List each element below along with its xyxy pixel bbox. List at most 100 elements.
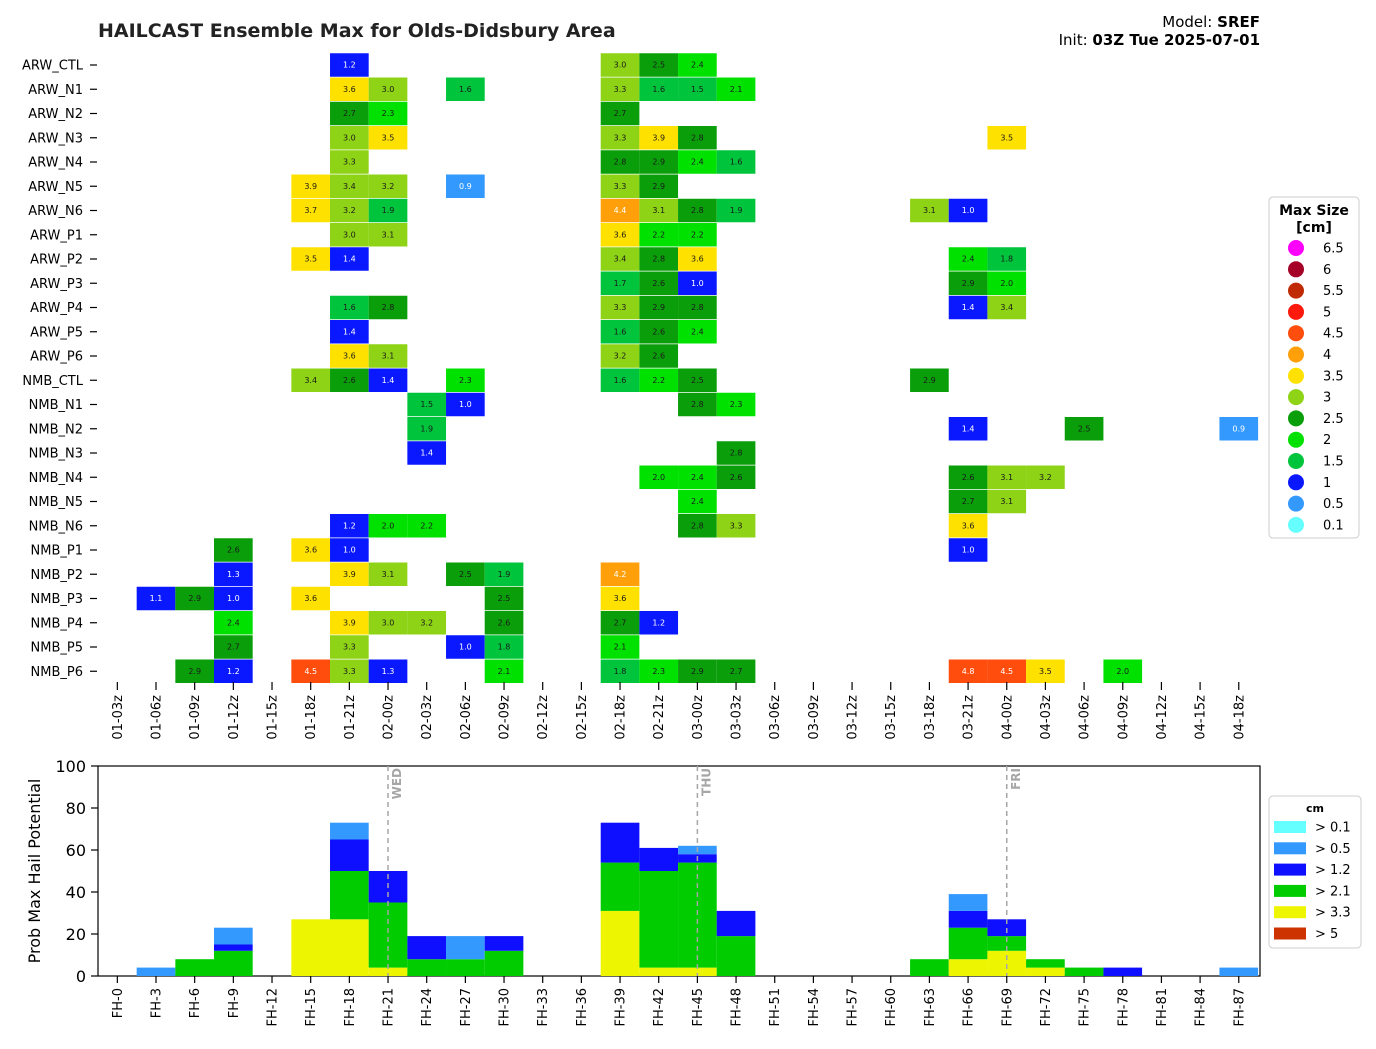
member-label: NMB_N3 (29, 447, 83, 462)
prob-bar-segment (716, 936, 756, 976)
prob-y-tick-label: 20 (66, 925, 86, 944)
heatmap-cell (330, 101, 369, 126)
heatmap-cell (600, 247, 640, 271)
member-label: NMB_P1 (31, 544, 83, 559)
prob-y-axis-label: Prob Max Hail Potential (25, 779, 44, 964)
heatmap-cell (987, 465, 1027, 489)
heatmap-value-label: 1.0 (962, 206, 975, 215)
heatmap-cell (600, 586, 640, 611)
heatmap-value-label: 2.6 (652, 279, 665, 288)
heatmap-cell (639, 465, 679, 489)
prob-bar-segment (330, 871, 369, 920)
heatmap-cell (639, 150, 679, 174)
heatmap-legend-label: 3 (1323, 391, 1331, 406)
heatmap-value-label: 2.2 (652, 230, 665, 239)
heatmap-cell (368, 223, 408, 247)
prob-bar-segment (1103, 967, 1143, 976)
heatmap-value-label: 3.4 (304, 376, 317, 385)
time-label: 02-06z (459, 695, 474, 740)
member-label: ARW_P4 (30, 301, 83, 316)
heatmap-cell (948, 489, 988, 514)
heatmap-cell (948, 247, 988, 271)
day-marker-label: THU (699, 768, 713, 796)
heatmap-cell (948, 198, 988, 223)
time-label: 01-12z (227, 695, 242, 740)
heatmap-value-label: 2.5 (652, 61, 665, 70)
heatmap-value-label: 1.9 (420, 424, 433, 433)
heatmap-cell (484, 586, 524, 611)
heatmap-cell (446, 368, 485, 392)
heatmap-legend-marker (1288, 367, 1304, 384)
heatmap-value-label: 3.6 (304, 594, 317, 603)
heatmap-cell (910, 198, 949, 223)
heatmap-cell (600, 635, 640, 659)
prob-bar-segment (639, 847, 679, 871)
prob-x-tick-label: FH-0 (111, 988, 126, 1018)
prob-bar-segment (716, 910, 756, 937)
prob-x-tick-label: FH-48 (730, 988, 745, 1027)
heatmap-cell (600, 198, 640, 223)
prob-x-tick-label: FH-12 (266, 988, 281, 1027)
prob-bar-segment (446, 959, 485, 976)
heatmap-cell (600, 295, 640, 320)
heatmap-value-label: 1.4 (343, 255, 356, 264)
heatmap-value-label: 2.8 (614, 158, 627, 167)
prob-bar-segment (639, 967, 679, 976)
heatmap-value-label: 3.1 (382, 352, 395, 361)
heatmap-value-label: 1.6 (730, 158, 743, 167)
heatmap-value-label: 3.9 (343, 618, 356, 627)
heatmap-cell (368, 101, 408, 126)
heatmap-value-label: 2.8 (652, 255, 665, 264)
heatmap-cell (368, 198, 408, 223)
heatmap-value-label: 2.5 (459, 570, 472, 579)
heatmap-legend-label: 4.5 (1323, 327, 1344, 342)
prob-bar-segment (330, 822, 369, 840)
heatmap-legend-marker (1288, 282, 1304, 299)
heatmap-cell (639, 320, 679, 344)
prob-x-tick-label: FH-45 (691, 988, 706, 1027)
prob-legend-label: > 0.1 (1315, 821, 1351, 836)
prob-x-tick-label: FH-87 (1232, 988, 1247, 1027)
heatmap-legend-label: 2.5 (1323, 412, 1344, 427)
heatmap-value-label: 3.5 (1000, 133, 1013, 142)
prob-bar-segment (330, 919, 369, 976)
prob-legend-title: cm (1306, 802, 1324, 815)
time-label: 03-21z (962, 695, 977, 740)
heatmap-legend-marker (1288, 346, 1304, 363)
time-label: 04-09z (1116, 695, 1131, 740)
heatmap-cell (330, 562, 369, 586)
time-label: 03-09z (807, 695, 822, 740)
heatmap-value-label: 2.7 (343, 109, 356, 118)
heatmap-value-label: 4.5 (304, 667, 317, 676)
heatmap-value-label: 1.5 (691, 85, 704, 94)
member-label: NMB_N5 (29, 495, 83, 510)
heatmap-value-label: 2.9 (923, 376, 936, 385)
heatmap-cell (678, 465, 717, 489)
heatmap-cell (368, 344, 408, 368)
prob-bar-segment (1219, 967, 1259, 976)
member-label: NMB_CTL (22, 374, 83, 389)
prob-legend-swatch (1274, 863, 1306, 876)
day-marker-label: WED (390, 768, 404, 799)
prob-bar-segment (446, 936, 485, 960)
heatmap-value-label: 2.5 (1078, 424, 1091, 433)
heatmap-cell (136, 586, 176, 611)
prob-bar-segment (214, 950, 253, 976)
heatmap-value-label: 2.9 (962, 279, 975, 288)
heatmap-cell (948, 659, 988, 683)
member-label: NMB_N4 (29, 471, 83, 486)
heatmap-cell (716, 150, 756, 174)
prob-legend-swatch (1274, 906, 1306, 919)
heatmap-value-label: 3.2 (343, 206, 356, 215)
time-label: 03-06z (768, 695, 783, 740)
heatmap-cell (368, 77, 408, 101)
heatmap-cell (600, 126, 640, 150)
heatmap-cell (639, 271, 679, 295)
heatmap-legend-label: 0.5 (1323, 497, 1344, 512)
heatmap-cell (678, 368, 717, 392)
heatmap-value-label: 3.6 (304, 546, 317, 555)
heatmap-cell (639, 53, 679, 77)
heatmap-value-label: 1.9 (498, 570, 511, 579)
heatmap-cell (291, 586, 331, 611)
time-label: 03-12z (846, 695, 861, 740)
